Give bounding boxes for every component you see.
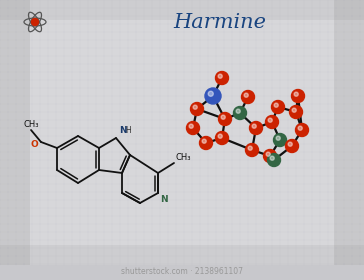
Text: O: O xyxy=(30,139,38,148)
Circle shape xyxy=(189,124,193,128)
Text: CH₃: CH₃ xyxy=(175,153,190,162)
Circle shape xyxy=(252,124,256,128)
Circle shape xyxy=(208,91,213,96)
Circle shape xyxy=(218,74,222,78)
Circle shape xyxy=(272,101,285,113)
Circle shape xyxy=(193,105,197,109)
Circle shape xyxy=(294,92,298,96)
Circle shape xyxy=(264,150,277,162)
Circle shape xyxy=(218,113,232,125)
Circle shape xyxy=(244,93,248,97)
Text: Harmine: Harmine xyxy=(174,13,266,32)
Circle shape xyxy=(266,152,270,156)
Circle shape xyxy=(292,90,305,102)
Circle shape xyxy=(199,137,213,150)
Circle shape xyxy=(205,88,221,104)
Circle shape xyxy=(241,90,254,104)
Bar xyxy=(0,0,364,20)
Bar xyxy=(334,0,364,265)
Circle shape xyxy=(289,106,302,118)
Circle shape xyxy=(276,136,280,140)
Circle shape xyxy=(298,126,302,130)
Circle shape xyxy=(218,134,222,138)
Circle shape xyxy=(215,71,229,85)
Text: shutterstock.com · 2138961107: shutterstock.com · 2138961107 xyxy=(121,267,243,277)
Circle shape xyxy=(186,122,199,134)
Circle shape xyxy=(296,123,309,137)
Circle shape xyxy=(32,18,39,25)
Circle shape xyxy=(268,153,281,167)
Text: CH₃: CH₃ xyxy=(23,120,39,129)
Circle shape xyxy=(265,116,278,129)
Text: N: N xyxy=(160,195,168,204)
Circle shape xyxy=(215,132,229,144)
Circle shape xyxy=(202,139,206,143)
Circle shape xyxy=(292,108,296,112)
Circle shape xyxy=(245,143,258,157)
Bar xyxy=(0,245,364,265)
Bar xyxy=(0,0,30,265)
Circle shape xyxy=(233,106,246,120)
Text: N: N xyxy=(119,126,127,135)
Circle shape xyxy=(270,156,274,160)
Circle shape xyxy=(190,102,203,116)
Text: H: H xyxy=(125,126,131,135)
Circle shape xyxy=(221,115,225,119)
Circle shape xyxy=(248,146,252,150)
Circle shape xyxy=(285,139,298,153)
Circle shape xyxy=(268,118,272,122)
Circle shape xyxy=(274,103,278,107)
Circle shape xyxy=(236,109,240,113)
Circle shape xyxy=(249,122,262,134)
Circle shape xyxy=(288,142,292,146)
Circle shape xyxy=(273,134,286,146)
